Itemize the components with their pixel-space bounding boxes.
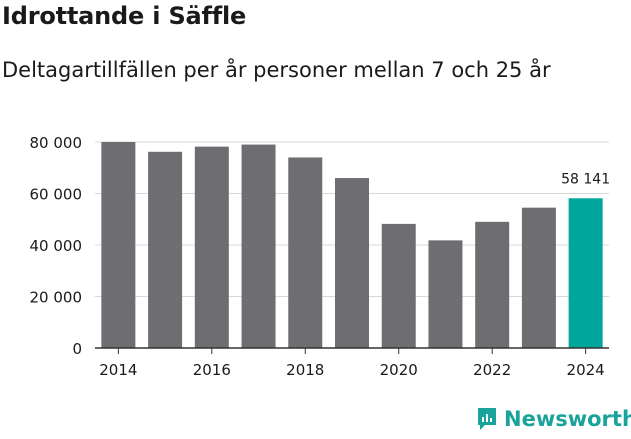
- bar-2016: [194, 146, 229, 348]
- y-tick-label: 20 000: [30, 289, 83, 307]
- y-tick-label: 80 000: [30, 134, 83, 152]
- bar-2015: [148, 151, 183, 348]
- x-tick-label: 2016: [193, 361, 231, 379]
- x-tick-label: 2020: [380, 361, 418, 379]
- y-tick-label: 40 000: [30, 237, 83, 255]
- data-label-2024: 58 141: [561, 171, 610, 187]
- bar-2019: [335, 178, 369, 348]
- chart-subtitle: Deltagartillfällen per år personer mella…: [2, 58, 551, 82]
- newsworthy-logo-icon: [478, 408, 496, 430]
- bar-2023: [521, 207, 556, 348]
- y-tick-label: 0: [72, 340, 82, 358]
- x-tick-label: 2024: [567, 361, 605, 379]
- chart-title: Idrottande i Säffle: [2, 2, 247, 30]
- newsworthy-logo-text: Newsworthy: [504, 407, 631, 431]
- bar-2020: [381, 223, 416, 348]
- bar-2018: [288, 157, 323, 348]
- x-tick-label: 2018: [286, 361, 324, 379]
- bar-2022: [475, 221, 510, 348]
- bar-2017: [241, 144, 276, 348]
- bar-2021: [428, 240, 463, 348]
- bar-2024: [568, 198, 603, 348]
- x-tick-label: 2014: [99, 361, 137, 379]
- x-tick-label: 2022: [473, 361, 511, 379]
- newsworthy-logo: Newsworthy: [476, 406, 631, 432]
- y-tick-label: 60 000: [30, 186, 83, 204]
- bar-2014: [101, 142, 136, 348]
